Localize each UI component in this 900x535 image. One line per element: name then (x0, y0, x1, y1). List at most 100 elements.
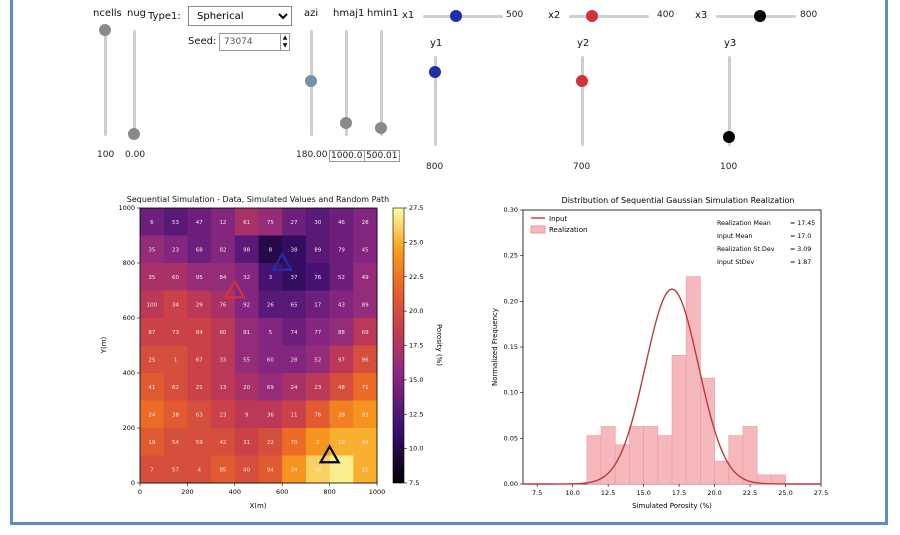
path-order-number: 36 (267, 412, 274, 418)
histogram-y-tick-label: 0.25 (504, 252, 518, 260)
stat-label: Realization Mean (717, 220, 771, 227)
map-x-tick-label: 1000 (369, 488, 386, 496)
porosity-cell (353, 400, 378, 429)
hmaj-slider-handle[interactable] (340, 117, 352, 129)
porosity-cell (234, 235, 259, 264)
path-order-number: 10 (362, 467, 369, 473)
porosity-cell (163, 235, 188, 264)
map-y-tick-label: 200 (123, 424, 135, 432)
hmaj-slider-track[interactable] (345, 30, 348, 136)
seed-input[interactable]: 73074 (219, 33, 281, 51)
path-order-number: 28 (291, 357, 298, 363)
porosity-cell (187, 263, 212, 291)
porosity-colorbar (392, 207, 405, 484)
path-order-number: 7 (150, 467, 154, 473)
path-order-number: 23 (314, 385, 321, 391)
path-order-number: 29 (196, 302, 203, 308)
path-order-number: 60 (267, 357, 274, 363)
porosity-cell (258, 428, 283, 456)
path-order-number: 68 (196, 247, 203, 253)
porosity-cell (353, 373, 378, 401)
ncells-slider-handle[interactable] (99, 24, 111, 36)
x3-slider-handle[interactable] (754, 10, 766, 22)
porosity-cell (258, 373, 283, 401)
realization-bar (600, 426, 616, 485)
hmaj-value[interactable]: 1000.0 (329, 150, 365, 162)
hmin-slider-track[interactable] (380, 30, 383, 136)
data-point-triangle (223, 279, 246, 299)
data-point-triangle (271, 251, 294, 271)
x2-slider-track[interactable] (569, 15, 649, 18)
porosity-grid (140, 208, 378, 484)
path-order-number: 84 (219, 275, 226, 281)
seed-value: 73074 (224, 37, 253, 47)
y2-slider-track[interactable] (581, 56, 584, 146)
x2-slider-handle[interactable] (586, 10, 598, 22)
x1-slider-track[interactable] (423, 15, 503, 18)
y2-value: 700 (573, 162, 591, 172)
nug-slider-track[interactable] (133, 30, 136, 136)
nug-value: 0.00 (125, 150, 146, 160)
y1-slider-handle[interactable] (429, 66, 441, 78)
hmin-slider-handle[interactable] (375, 122, 387, 134)
seed-stepper[interactable]: ▲ ▼ (280, 33, 290, 51)
path-order-number: 60 (219, 330, 226, 336)
histogram-figure: Distribution of Sequential Gaussian Simu… (491, 196, 828, 510)
porosity-cell (140, 235, 165, 264)
realization-bar (714, 460, 730, 485)
histogram-y-tick-label: 0.20 (504, 297, 518, 305)
nug-slider-handle[interactable] (128, 128, 140, 140)
path-order-number: 94 (267, 467, 274, 473)
path-order-number: 59 (196, 440, 203, 446)
colorbar-tick-label: 12.5 (409, 410, 423, 418)
path-order-number: 34 (172, 302, 179, 308)
y1-label: y1 (430, 38, 443, 49)
porosity-cell (305, 373, 331, 401)
seed-label: Seed: (188, 36, 217, 47)
porosity-cell (187, 235, 212, 264)
path-order-number: 48 (338, 385, 345, 391)
y3-slider-handle[interactable] (723, 131, 735, 143)
porosity-cell (329, 263, 354, 291)
azi-value: 180.00 (296, 150, 328, 160)
porosity-cell (353, 290, 378, 319)
y1-slider-track[interactable] (434, 56, 437, 146)
map-x-tick-label: 0 (138, 488, 142, 496)
stat-value: = 17.45 (790, 220, 815, 227)
path-order-number: 53 (172, 220, 179, 226)
porosity-cell (305, 235, 331, 264)
stat-label: Input Mean (717, 233, 752, 240)
path-order-number: 6 (150, 220, 154, 226)
path-order-number: 30 (314, 220, 321, 226)
path-order-number: 39 (338, 412, 345, 418)
stat-value: = 1.87 (790, 259, 811, 266)
hmin-value[interactable]: 500.01 (364, 150, 400, 162)
nug-label: nug (127, 8, 147, 19)
y3-slider-track[interactable] (728, 56, 731, 146)
porosity-cell (329, 400, 354, 429)
path-order-number: 31 (243, 440, 250, 446)
path-order-number: 42 (219, 440, 226, 446)
porosity-cell (211, 208, 236, 236)
path-order-number: 20 (243, 385, 250, 391)
porosity-cell (282, 373, 307, 401)
porosity-cell (234, 373, 259, 401)
path-order-number: 26 (267, 302, 274, 308)
ncells-slider-track[interactable] (104, 30, 107, 136)
variogram-type-select[interactable]: Spherical (188, 6, 292, 26)
x1-label: x1 (402, 10, 415, 21)
porosity-cell (258, 318, 283, 346)
path-order-number: 52 (338, 275, 345, 281)
porosity-cell (353, 263, 378, 291)
histogram-x-ticks: 7.5 10.0 12.5 15.0 17.5 20.0 22.5 25.0 27.5 (532, 484, 828, 497)
path-order-number: 3 (269, 275, 273, 281)
porosity-cell (211, 318, 236, 346)
y2-slider-handle[interactable] (576, 75, 588, 87)
path-order-number: 1 (174, 357, 178, 363)
path-order-number: 97 (338, 357, 345, 363)
path-order-number: 96 (362, 357, 369, 363)
azi-slider-handle[interactable] (305, 75, 317, 87)
porosity-cell (282, 263, 307, 291)
data-point-triangle (318, 444, 341, 464)
x1-slider-handle[interactable] (450, 10, 462, 22)
